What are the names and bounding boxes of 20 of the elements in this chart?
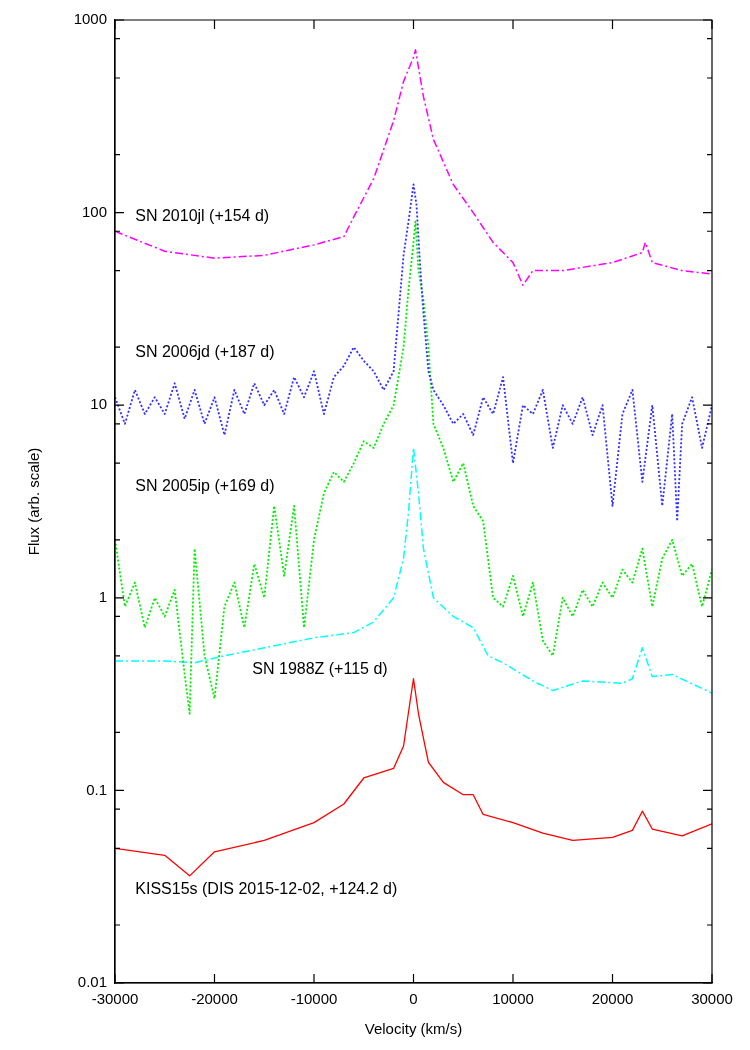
x-tick-label: 30000 — [691, 990, 733, 1008]
x-tick-label: 20000 — [591, 990, 634, 1008]
y-tick-label: 1 — [98, 587, 107, 605]
y-tick-label: 10 — [90, 395, 107, 413]
x-tick-label: 10000 — [492, 990, 534, 1008]
y-axis-title: Flux (arb. scale) — [25, 447, 43, 556]
series-label: KISS15s (DIS 2015-12-02, +124.2 d) — [135, 880, 398, 897]
x-tick-label: -30000 — [91, 990, 139, 1008]
x-tick-label: -20000 — [191, 990, 238, 1008]
y-tick-label: 1000 — [73, 10, 107, 28]
series-label: SN 2010jl (+154 d) — [135, 206, 270, 224]
y-tick-label: 100 — [81, 202, 107, 220]
y-tick-label: 0.01 — [77, 973, 107, 991]
x-tick-label: -10000 — [290, 990, 338, 1008]
x-tick-label: 0 — [409, 990, 418, 1008]
y-tick-label: 0.1 — [86, 780, 107, 798]
series-label: SN 2005ip (+169 d) — [135, 477, 275, 495]
series-label: SN 1988Z (+115 d) — [252, 660, 388, 678]
series-label: SN 2006jd (+187 d) — [135, 342, 275, 360]
x-axis-title: Velocity (km/s) — [364, 1020, 463, 1038]
